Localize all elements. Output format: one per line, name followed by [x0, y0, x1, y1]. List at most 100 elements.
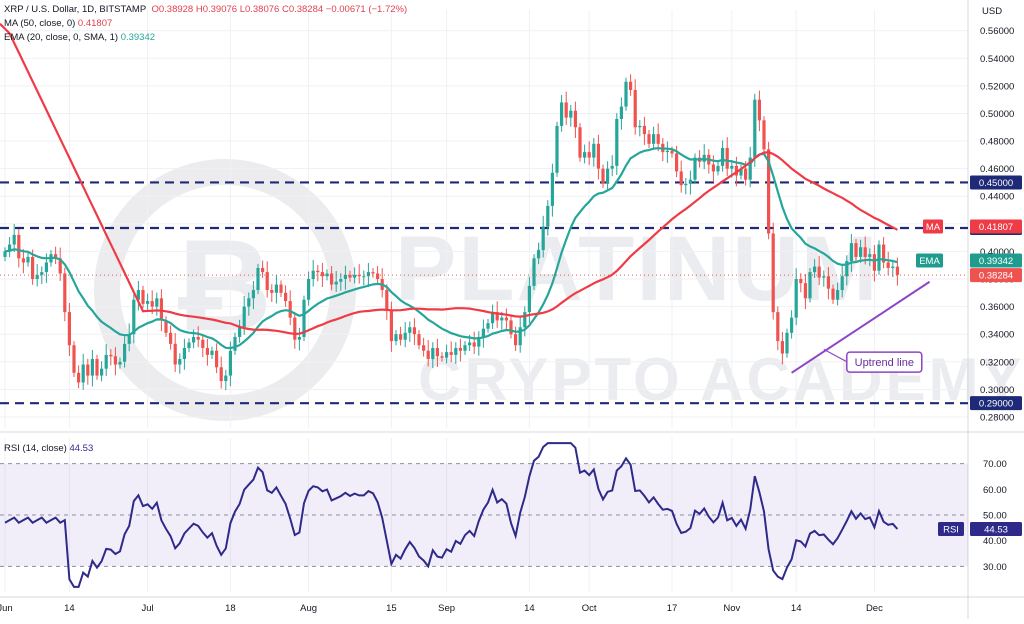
last-price-label-text: 0.38284	[979, 271, 1013, 282]
annotation-text: Uptrend line	[855, 357, 914, 369]
time-tick-label: 15	[386, 603, 397, 614]
price-tick-label: 0.52000	[980, 81, 1014, 92]
candle-body	[376, 273, 380, 280]
candle-body	[109, 354, 113, 357]
candle-body	[859, 247, 863, 257]
candle-body	[675, 153, 679, 172]
candle-body	[739, 168, 743, 176]
candle-body	[592, 143, 596, 158]
candle-body	[288, 301, 292, 318]
candle-body	[458, 347, 462, 351]
candle-body	[670, 150, 674, 154]
candle-body	[77, 372, 81, 383]
ohlc-high: H0.39076	[195, 4, 238, 15]
time-tick-label: Jun	[0, 603, 13, 614]
candle-body	[343, 274, 347, 280]
candle-body	[537, 250, 541, 259]
candle-body	[449, 352, 453, 355]
candle-body	[389, 310, 393, 342]
candle-body	[265, 272, 269, 291]
candle-body	[610, 165, 614, 169]
candle-body	[780, 341, 784, 354]
indicator-lines	[0, 23, 968, 588]
candle-body	[297, 336, 301, 340]
candle-body	[527, 285, 531, 313]
ohlc-open: O0.38928	[151, 4, 194, 15]
candle-body	[550, 172, 554, 206]
rsi-value-label-text: 44.53	[984, 525, 1008, 536]
candle-body	[836, 290, 840, 300]
candle-body	[270, 290, 274, 293]
candle-body	[40, 272, 44, 275]
candle-body	[495, 312, 499, 321]
candle-body	[113, 356, 117, 365]
candle-body	[481, 328, 485, 337]
candle-body	[150, 301, 154, 307]
candle-body	[205, 347, 209, 355]
candle-body	[44, 262, 48, 273]
ma-chip-box	[923, 219, 943, 234]
ema-legend-label: EMA (20, close, 0, SMA, 1)	[4, 32, 119, 43]
ma-value-label-box	[970, 219, 1022, 234]
time-tick-label: Dec	[866, 603, 883, 614]
candle-body	[767, 149, 771, 234]
candle-body	[403, 332, 407, 340]
candle-body	[518, 327, 522, 346]
candle-body	[164, 320, 168, 333]
candle-body	[831, 288, 835, 300]
candle-body	[247, 298, 251, 307]
candle-body	[233, 336, 237, 351]
time-tick-label: Jul	[142, 603, 154, 614]
candle-body	[311, 270, 315, 280]
candle-body	[624, 81, 628, 107]
candle-body	[316, 270, 320, 273]
ema-chip-text: EMA	[919, 256, 940, 267]
candle-body	[693, 157, 697, 180]
candle-body	[477, 336, 481, 347]
candle-body	[882, 244, 886, 263]
candle-body	[725, 147, 729, 169]
candle-body	[771, 233, 775, 313]
candle-body	[141, 290, 145, 304]
candle-body	[426, 350, 430, 360]
time-axis: Jun 14 Jul 18 Aug 15 Sep 14 Oct 17 Nov 14 Dec	[0, 603, 883, 614]
time-tick-label: Sep	[438, 603, 455, 614]
candle-body	[601, 168, 605, 184]
candle-body	[357, 274, 361, 277]
candle-body	[472, 342, 476, 347]
candle-body	[63, 273, 67, 313]
candle-body	[334, 281, 338, 285]
candle-body	[431, 347, 435, 360]
rsi-chip-text: RSI	[943, 525, 959, 536]
candle-body	[284, 292, 288, 302]
candle-body	[619, 106, 623, 119]
candle-body	[302, 299, 306, 337]
candle-body	[578, 127, 582, 158]
price-tick-label: 0.50000	[980, 109, 1014, 120]
candle-body	[826, 276, 830, 289]
time-tick-label: Nov	[723, 603, 740, 614]
candle-body	[468, 342, 472, 346]
candle-body	[730, 165, 734, 169]
candle-body	[155, 298, 159, 307]
candle-body	[615, 118, 619, 166]
candle-body	[849, 243, 853, 262]
candle-body	[757, 99, 761, 121]
annotation-pointer	[823, 348, 848, 363]
candle-body	[67, 312, 71, 346]
price-tick-label: 0.46000	[980, 164, 1014, 175]
candle-body	[159, 298, 163, 321]
level-value-label-text: 0.29000	[979, 399, 1013, 410]
candle-body	[320, 272, 324, 277]
level-value-label-box	[970, 175, 1022, 190]
rsi-legend: RSI (14, close) 44.53	[4, 442, 93, 455]
candle-body	[385, 290, 389, 311]
candle-body	[54, 254, 58, 259]
rsi-background	[0, 463, 968, 567]
time-tick-label: 17	[667, 603, 678, 614]
ma-50-line	[0, 23, 898, 336]
candle-body	[822, 276, 826, 278]
candle-body	[854, 243, 858, 257]
candle-body	[256, 267, 260, 291]
